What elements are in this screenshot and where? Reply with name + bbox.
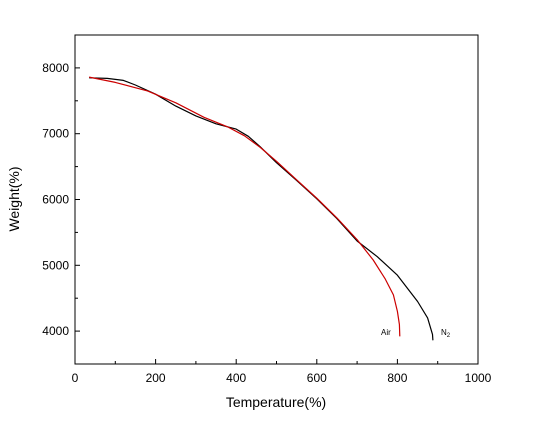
x-tick-label: 400 <box>226 371 246 385</box>
y-tick-label: 4000 <box>42 324 69 338</box>
y-tick-label: 6000 <box>42 193 69 207</box>
x-axis-ticks: 0 200 400 600 800 1000 <box>72 359 492 385</box>
x-tick-label: 600 <box>307 371 327 385</box>
x-tick-label: 200 <box>146 371 166 385</box>
x-tick-label: 0 <box>72 371 79 385</box>
y-axis-ticks: 4000 5000 6000 7000 8000 <box>42 34 80 365</box>
y-tick-label: 7000 <box>42 127 69 141</box>
series-line-air <box>88 76 401 337</box>
x-tick-label: 1000 <box>465 371 492 385</box>
y-tick-label: 8000 <box>42 61 69 75</box>
y-tick-label: 5000 <box>42 258 69 272</box>
x-tick-label: 800 <box>387 371 407 385</box>
series-label-n2-main: N <box>441 328 447 337</box>
series-lines <box>88 76 434 341</box>
x-axis-title: Temperature(%) <box>226 394 326 410</box>
plot-frame <box>74 34 479 365</box>
series-line-n2 <box>89 77 434 341</box>
series-label-n2: N2 <box>441 328 451 339</box>
series-label-n2-sub: 2 <box>447 333 451 339</box>
series-label-air: Air <box>381 328 391 337</box>
y-axis-title: Weight(%) <box>6 166 22 231</box>
